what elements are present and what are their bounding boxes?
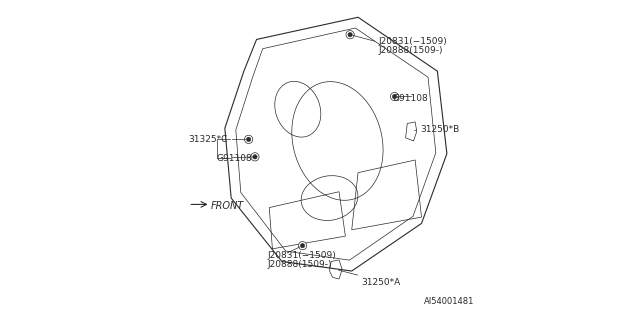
Text: J20888(1509-): J20888(1509-) <box>268 260 332 269</box>
Text: J20888(1509-): J20888(1509-) <box>379 46 443 55</box>
Text: 31325*C: 31325*C <box>188 135 228 144</box>
Circle shape <box>251 153 259 161</box>
Text: 31250*A: 31250*A <box>361 278 401 287</box>
Circle shape <box>298 242 307 250</box>
Text: G91108: G91108 <box>393 94 429 103</box>
Circle shape <box>348 32 353 37</box>
Text: G91108: G91108 <box>217 154 253 163</box>
Text: J20831(−1509): J20831(−1509) <box>379 36 447 45</box>
Text: 31250*B: 31250*B <box>420 125 459 134</box>
Circle shape <box>253 155 257 159</box>
Text: J20831(−1509): J20831(−1509) <box>268 251 337 260</box>
Text: FRONT: FRONT <box>211 201 244 211</box>
Circle shape <box>390 92 399 101</box>
Circle shape <box>244 135 253 143</box>
Circle shape <box>392 94 397 99</box>
Circle shape <box>246 137 251 142</box>
Text: AI54001481: AI54001481 <box>424 297 474 306</box>
Circle shape <box>346 31 355 39</box>
Circle shape <box>300 244 305 248</box>
